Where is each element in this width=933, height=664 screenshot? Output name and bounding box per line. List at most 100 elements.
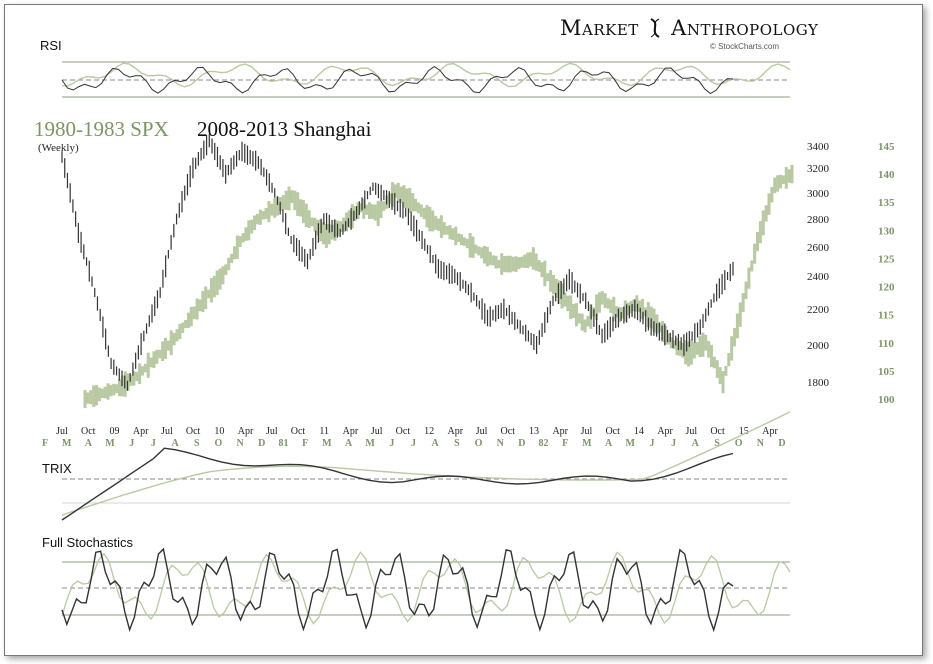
- x-top-tick: Oct: [291, 426, 306, 437]
- chart-title-spx: 1980-1983 SPX: [34, 117, 169, 141]
- x-bottom-tick: J: [649, 438, 654, 449]
- x-bottom-tick: 82: [539, 438, 549, 449]
- x-bottom-tick: D: [258, 438, 265, 449]
- x-top-tick: 14: [634, 426, 644, 437]
- x-top-tick: Apr: [133, 426, 149, 437]
- dna-icon: [650, 18, 660, 38]
- x-bottom-tick: F: [42, 438, 48, 449]
- left-axis: 3400 3200 3000 2800 2600 2400 2200 2000 1800: [807, 141, 830, 389]
- x-bottom-tick: M: [582, 438, 592, 449]
- x-top-tick: 15: [739, 426, 749, 437]
- x-bottom-tick: S: [714, 438, 720, 449]
- y-right-tick: 145: [878, 141, 895, 153]
- y-left-tick: 2600: [807, 242, 830, 254]
- x-top-tick: 09: [109, 426, 119, 437]
- stoch-series: [61, 547, 791, 633]
- right-axis: 145 140 135 130 125 120 115 110 105 100: [878, 141, 895, 406]
- x-top-tick: Jul: [161, 426, 173, 437]
- x-bottom-tick: A: [345, 438, 353, 449]
- x-bottom-tick: N: [757, 438, 765, 449]
- stoch-shanghai-line: [61, 547, 734, 633]
- y-left-tick: 2400: [807, 271, 830, 283]
- rsi-series: [61, 62, 791, 95]
- x-bottom-tick: S: [454, 438, 460, 449]
- y-right-tick: 115: [878, 310, 894, 322]
- x-top-tick: Apr: [343, 426, 359, 437]
- rsi-shanghai-line: [61, 65, 734, 95]
- x-top-tick: Jul: [685, 426, 697, 437]
- x-bottom-tick: J: [129, 438, 134, 449]
- x-top-tick: Jul: [371, 426, 383, 437]
- brand-logo: Market Anthropology: [560, 16, 819, 40]
- trix-series: [61, 411, 791, 521]
- x-bottom-tick: F: [302, 438, 308, 449]
- price-series: [61, 133, 794, 409]
- x-bottom-tick: D: [778, 438, 785, 449]
- y-right-tick: 125: [878, 253, 895, 265]
- y-right-tick: 120: [878, 282, 895, 294]
- chart-subtitle: (Weekly): [38, 142, 79, 154]
- y-right-tick: 110: [878, 338, 894, 350]
- x-bottom-tick: N: [497, 438, 505, 449]
- x-bottom-tick: 81: [278, 438, 288, 449]
- x-bottom-tick: O: [475, 438, 483, 449]
- y-right-tick: 135: [878, 197, 895, 209]
- stoch-spx-line: [61, 551, 791, 625]
- x-top-tick: Apr: [552, 426, 568, 437]
- x-bottom-tick: O: [735, 438, 743, 449]
- trix-spx-line: [61, 411, 791, 516]
- y-right-tick: 100: [878, 394, 895, 406]
- trix-label: TRIX: [42, 461, 72, 476]
- x-top-tick: 10: [214, 426, 224, 437]
- x-bottom-tick: J: [389, 438, 394, 449]
- x-bottom-tick: N: [236, 438, 244, 449]
- x-top-tick: 12: [424, 426, 434, 437]
- trix-shanghai-line: [61, 447, 734, 521]
- x-top-tick: Apr: [762, 426, 778, 437]
- x-top-tick: Apr: [448, 426, 464, 437]
- rsi-spx-line: [61, 62, 791, 88]
- x-top-tick: Jul: [266, 426, 278, 437]
- x-top-tick: Oct: [81, 426, 96, 437]
- x-top-tick: 11: [319, 426, 329, 437]
- rsi-label: RSI: [40, 38, 62, 53]
- y-right-tick: 130: [878, 225, 895, 237]
- x-top-tick: Jul: [56, 426, 68, 437]
- x-top-tick: Oct: [396, 426, 411, 437]
- y-left-tick: 3000: [807, 188, 830, 200]
- x-bottom-tick: M: [62, 438, 72, 449]
- y-left-tick: 2800: [807, 214, 830, 226]
- x-bottom-tick: M: [322, 438, 332, 449]
- stoch-label: Full Stochastics: [42, 535, 134, 550]
- chart-title-shanghai: 2008-2013 Shanghai: [197, 117, 372, 141]
- x-bottom-tick: M: [365, 438, 375, 449]
- x-bottom-tick: A: [171, 438, 179, 449]
- x-bottom-tick: D: [518, 438, 525, 449]
- x-bottom-tick: J: [151, 438, 156, 449]
- x-top-tick: Oct: [710, 426, 725, 437]
- x-axis-top: Jul Oct 09 Apr Jul Oct 10 Apr Jul Oct 11 Apr Jul Oct 1…: [56, 426, 778, 437]
- x-bottom-tick: S: [194, 438, 200, 449]
- x-bottom-tick: A: [85, 438, 93, 449]
- x-bottom-tick: M: [105, 438, 115, 449]
- x-bottom-tick: A: [605, 438, 613, 449]
- x-bottom-tick: A: [692, 438, 700, 449]
- credit-text: © StockCharts.com: [710, 42, 780, 51]
- x-bottom-tick: O: [215, 438, 223, 449]
- x-bottom-tick: M: [626, 438, 636, 449]
- x-top-tick: Oct: [501, 426, 516, 437]
- x-top-tick: Jul: [581, 426, 593, 437]
- x-top-tick: Apr: [238, 426, 254, 437]
- y-left-tick: 2000: [807, 340, 830, 352]
- y-left-tick: 3400: [807, 141, 830, 153]
- x-top-tick: Oct: [186, 426, 201, 437]
- x-bottom-tick: A: [432, 438, 440, 449]
- x-top-tick: 13: [529, 426, 539, 437]
- x-top-tick: Oct: [605, 426, 620, 437]
- y-left-tick: 1800: [807, 377, 830, 389]
- y-left-tick: 2200: [807, 304, 830, 316]
- x-top-tick: Jul: [476, 426, 488, 437]
- x-axis-bottom: F M A M J J A S O N D 81 F M A M J J A S O N D 82 F M A M J J A S O N D: [42, 438, 786, 449]
- x-bottom-tick: F: [562, 438, 568, 449]
- y-right-tick: 105: [878, 366, 895, 378]
